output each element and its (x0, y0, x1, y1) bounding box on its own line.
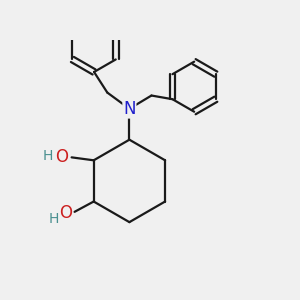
Text: O: O (59, 204, 72, 222)
Text: N: N (123, 100, 136, 118)
Text: O: O (55, 148, 68, 166)
Text: H: H (49, 212, 59, 226)
Text: H: H (43, 149, 53, 163)
